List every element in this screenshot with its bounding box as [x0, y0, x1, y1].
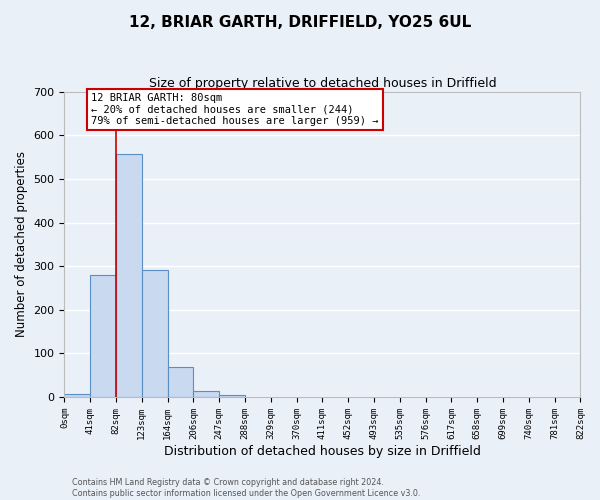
Bar	[64, 394, 90, 397]
Bar	[167, 368, 193, 397]
Bar	[90, 276, 116, 397]
X-axis label: Distribution of detached houses by size in Driffield: Distribution of detached houses by size …	[164, 444, 481, 458]
Title: Size of property relative to detached houses in Driffield: Size of property relative to detached ho…	[149, 78, 496, 90]
Bar	[219, 395, 245, 397]
Bar	[142, 270, 167, 397]
Bar	[116, 154, 142, 397]
Y-axis label: Number of detached properties: Number of detached properties	[15, 152, 28, 338]
Text: Contains HM Land Registry data © Crown copyright and database right 2024.
Contai: Contains HM Land Registry data © Crown c…	[72, 478, 421, 498]
Text: 12 BRIAR GARTH: 80sqm
← 20% of detached houses are smaller (244)
79% of semi-det: 12 BRIAR GARTH: 80sqm ← 20% of detached …	[91, 93, 379, 126]
Bar	[193, 391, 219, 397]
Text: 12, BRIAR GARTH, DRIFFIELD, YO25 6UL: 12, BRIAR GARTH, DRIFFIELD, YO25 6UL	[129, 15, 471, 30]
